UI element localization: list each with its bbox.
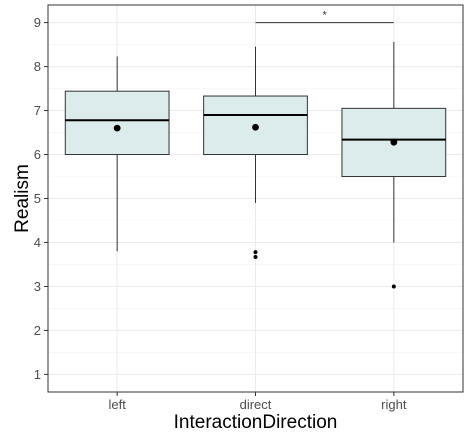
mean-point	[390, 138, 398, 146]
box-direct	[203, 46, 308, 259]
x-tick-label: left	[108, 397, 126, 412]
y-tick-label: 8	[34, 59, 41, 74]
x-tick-label: right	[381, 397, 407, 412]
x-axis-title: InteractionDirection	[174, 412, 338, 433]
y-tick-label: 6	[34, 147, 41, 162]
box-right	[341, 41, 447, 289]
box-left	[64, 56, 170, 252]
box-layer	[64, 41, 447, 289]
box-body	[64, 90, 170, 156]
mean-point	[252, 123, 259, 131]
significance-label: *	[323, 10, 328, 22]
significance-layer: *	[255, 10, 394, 24]
y-tick-label: 2	[34, 323, 41, 338]
x-axis-ticks: left direct right	[108, 392, 407, 412]
y-tick-label: 1	[34, 367, 41, 382]
x-tick-label: direct	[240, 397, 272, 412]
y-tick-label: 5	[34, 191, 41, 206]
y-tick-label: 7	[34, 103, 41, 118]
outlier-point	[253, 254, 258, 259]
y-axis-ticks: 1 2 3 4 5 6 7 8 9	[34, 15, 48, 382]
mean-point	[113, 124, 121, 132]
y-tick-label: 9	[34, 15, 41, 30]
outlier-point	[391, 284, 396, 289]
outlier-point	[253, 250, 258, 255]
y-axis-title: Realism	[12, 164, 33, 233]
y-tick-label: 4	[34, 235, 41, 250]
y-tick-label: 3	[34, 279, 41, 294]
